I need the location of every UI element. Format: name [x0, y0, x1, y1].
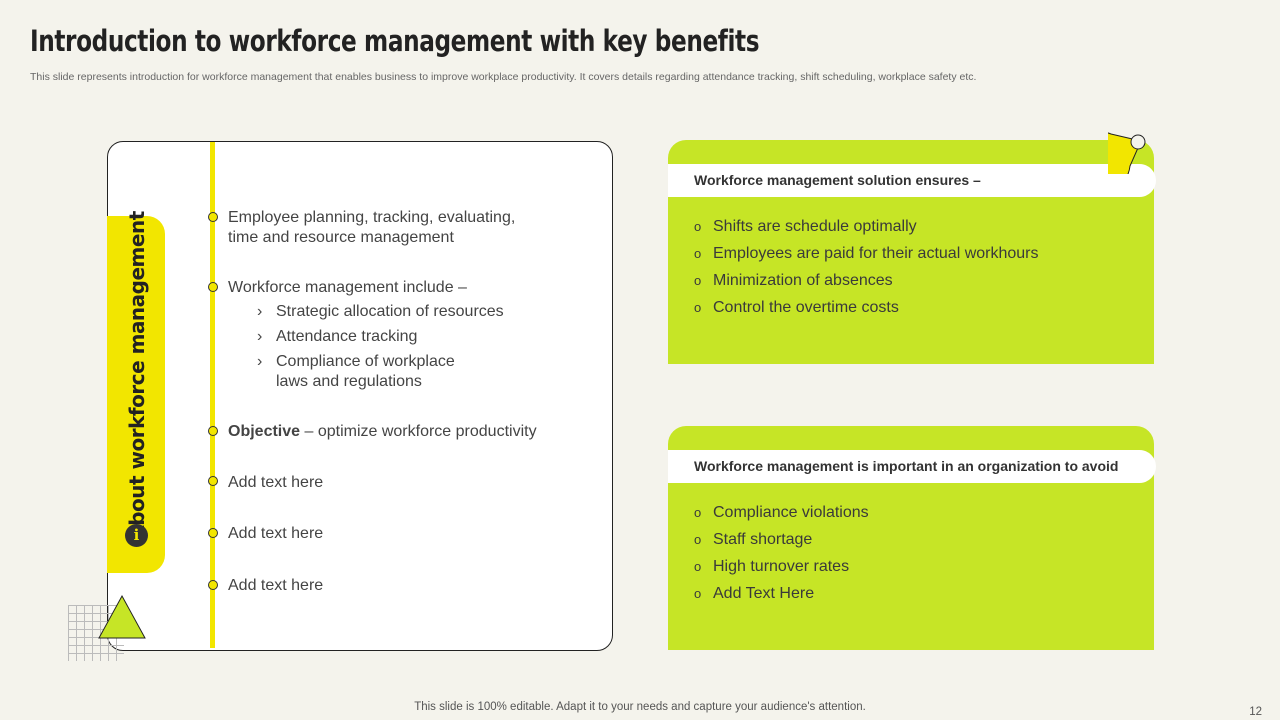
page-title: Introduction to workforce management wit…: [30, 24, 760, 58]
avoid-bullet: o Compliance violations: [694, 504, 869, 521]
avoid-bullet: o High turnover rates: [694, 558, 850, 575]
solution-bullet: o Minimization of absences: [694, 272, 893, 289]
timeline-dot: [208, 580, 218, 590]
list-item: Workforce management include –: [228, 279, 467, 296]
timeline-dot: [208, 528, 218, 538]
list-item: Add text here: [228, 525, 324, 542]
timeline-dot: [208, 426, 218, 436]
about-tab: [107, 216, 165, 573]
solution-bullet: o Control the overtime costs: [694, 299, 899, 316]
sub-list-item: › Compliance of workplace laws and regulat…: [257, 353, 455, 390]
footer-note: This slide is 100% editable. Adapt it to…: [414, 701, 866, 713]
list-item: Add text here: [228, 577, 324, 594]
about-card: [107, 141, 613, 651]
info-icon: i: [125, 524, 148, 547]
avoid-bullet: o Add Text Here: [694, 585, 815, 602]
timeline-dot: [208, 476, 218, 486]
page-number: 12: [1249, 706, 1262, 718]
solution-header: Workforce management solution ensures –: [668, 164, 1156, 197]
about-tab-label: About workforce management: [125, 211, 149, 541]
sub-list-item: › Strategic allocation of resources: [257, 303, 504, 320]
avoid-header: Workforce management is important in an …: [668, 450, 1156, 483]
solution-bullet: o Employees are paid for their actual wor…: [694, 245, 1039, 262]
triangle-decoration: [98, 594, 146, 639]
list-item: Add text here: [228, 474, 324, 491]
timeline-dot: [208, 282, 218, 292]
solution-bullet: o Shifts are schedule optimally: [694, 218, 917, 235]
pie-decoration: [1108, 132, 1146, 174]
list-item: Employee planning, tracking, evaluating,…: [228, 209, 516, 246]
sub-list-item: › Attendance tracking: [257, 328, 418, 345]
timeline-dot: [208, 212, 218, 222]
timeline-line: [210, 142, 215, 648]
page-subtitle: This slide represents introduction for w…: [30, 71, 977, 83]
avoid-bullet: o Staff shortage: [694, 531, 813, 548]
list-item: Objective – optimize workforce productiv…: [228, 423, 537, 440]
